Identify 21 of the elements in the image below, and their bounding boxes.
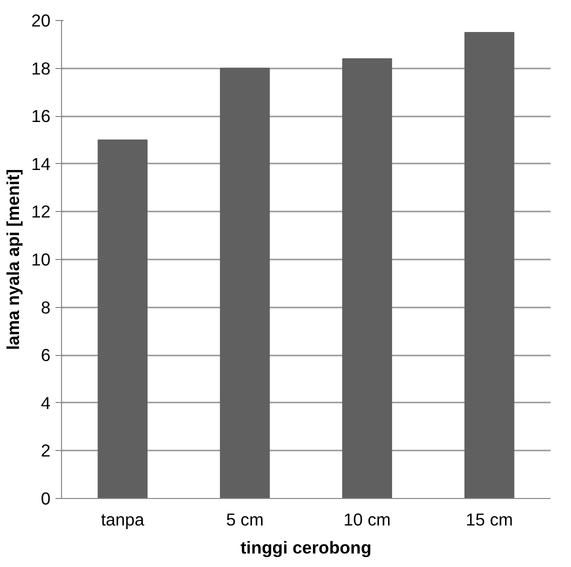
- y-tick-label: 20: [31, 10, 51, 30]
- x-tick-label: 10 cm: [344, 510, 391, 530]
- y-tick-label: 6: [40, 345, 51, 366]
- x-tick-label: 15 cm: [466, 510, 513, 530]
- y-tick-label: 16: [31, 106, 51, 126]
- y-tick-label: 2: [40, 440, 51, 461]
- x-tick-label: tanpa: [100, 510, 145, 530]
- y-tick-label: 10: [31, 250, 51, 270]
- bar: [98, 140, 148, 498]
- y-tick-label: 8: [40, 297, 51, 318]
- x-tick-label: 5 cm: [226, 510, 264, 530]
- y-tick-label: 0: [40, 488, 51, 508]
- x-axis-title: tinggi cerobong: [240, 538, 372, 558]
- bar: [464, 32, 514, 498]
- y-axis-title: lama nyala api [menit]: [3, 168, 24, 350]
- y-tick-label: 4: [40, 392, 51, 413]
- y-tick-label: 14: [31, 154, 51, 174]
- bar: [342, 58, 392, 498]
- bar: [220, 68, 270, 498]
- y-tick-label: 18: [31, 58, 51, 78]
- y-tick-label: 12: [31, 202, 51, 222]
